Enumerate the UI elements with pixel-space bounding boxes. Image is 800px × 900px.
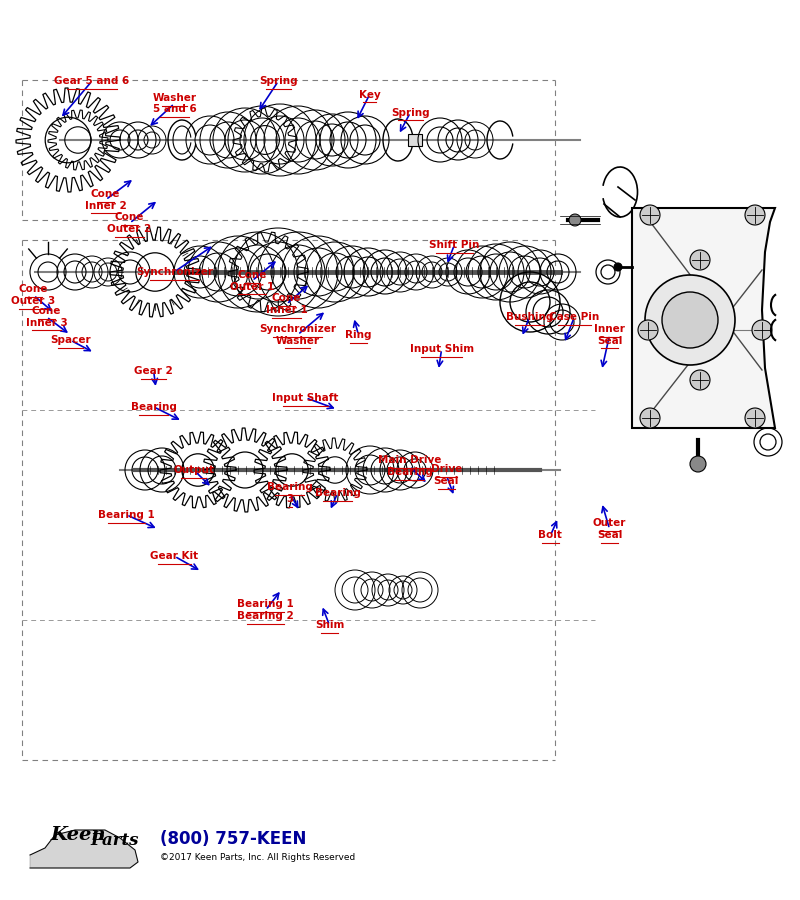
Text: Shift Pin: Shift Pin bbox=[430, 239, 479, 250]
Bar bbox=[408, 134, 422, 146]
Circle shape bbox=[752, 320, 772, 340]
Text: Cone
Inner 1: Cone Inner 1 bbox=[266, 293, 307, 315]
Text: Synchronizer
Washer: Synchronizer Washer bbox=[259, 324, 336, 346]
Polygon shape bbox=[30, 830, 138, 868]
Circle shape bbox=[569, 214, 581, 226]
Text: Cone
Outer 3: Cone Outer 3 bbox=[11, 284, 56, 306]
Polygon shape bbox=[632, 208, 775, 428]
Text: ©2017 Keen Parts, Inc. All Rights Reserved: ©2017 Keen Parts, Inc. All Rights Reserv… bbox=[160, 853, 355, 862]
Text: Output: Output bbox=[173, 464, 214, 475]
Circle shape bbox=[745, 205, 765, 225]
Text: Input Shim: Input Shim bbox=[410, 344, 474, 355]
Text: Case Pin: Case Pin bbox=[550, 311, 599, 322]
Text: (800) 757-KEEN: (800) 757-KEEN bbox=[160, 830, 306, 848]
Text: Gear 5 and 6: Gear 5 and 6 bbox=[54, 76, 130, 86]
Circle shape bbox=[690, 250, 710, 270]
Text: Inner
Seal: Inner Seal bbox=[594, 324, 625, 346]
Text: Parts: Parts bbox=[90, 832, 138, 849]
Text: Cone
Inner 2: Cone Inner 2 bbox=[85, 189, 126, 211]
Text: Bearing 1
Bearing 2: Bearing 1 Bearing 2 bbox=[238, 599, 294, 621]
Circle shape bbox=[645, 275, 735, 365]
Text: Keen: Keen bbox=[50, 826, 106, 844]
Circle shape bbox=[690, 456, 706, 472]
Text: Cone
Outer 1: Cone Outer 1 bbox=[230, 270, 274, 292]
Text: Input Shaft: Input Shaft bbox=[273, 392, 338, 403]
Text: Drive
Seal: Drive Seal bbox=[430, 464, 462, 486]
Text: Spacer: Spacer bbox=[50, 335, 90, 346]
Circle shape bbox=[662, 292, 718, 348]
Circle shape bbox=[640, 408, 660, 428]
Text: Cone
Inner 3: Cone Inner 3 bbox=[26, 306, 67, 328]
Text: Bolt: Bolt bbox=[538, 530, 562, 541]
Text: Bushing: Bushing bbox=[506, 311, 554, 322]
Text: Bearing: Bearing bbox=[314, 488, 361, 499]
Text: Gear Kit: Gear Kit bbox=[150, 551, 198, 562]
Text: Shim: Shim bbox=[315, 620, 344, 631]
Text: Gear 2: Gear 2 bbox=[134, 365, 173, 376]
Text: Outer
Seal: Outer Seal bbox=[593, 518, 626, 540]
Text: Bearing: Bearing bbox=[130, 401, 177, 412]
Text: Synchronizer: Synchronizer bbox=[136, 266, 213, 277]
Text: Washer
5 and 6: Washer 5 and 6 bbox=[152, 93, 197, 114]
Text: Spring: Spring bbox=[391, 107, 430, 118]
Circle shape bbox=[690, 370, 710, 390]
Text: Bearing 1: Bearing 1 bbox=[98, 509, 154, 520]
Text: Ring: Ring bbox=[345, 329, 372, 340]
Text: Main Drive
Bearing: Main Drive Bearing bbox=[378, 455, 442, 477]
Text: Key: Key bbox=[358, 89, 381, 100]
Text: Bearing
3: Bearing 3 bbox=[266, 482, 313, 504]
Text: Cone
Outer 2: Cone Outer 2 bbox=[107, 212, 152, 234]
Text: Spring: Spring bbox=[259, 76, 298, 86]
Circle shape bbox=[745, 408, 765, 428]
Circle shape bbox=[638, 320, 658, 340]
Circle shape bbox=[640, 205, 660, 225]
Circle shape bbox=[614, 263, 622, 271]
